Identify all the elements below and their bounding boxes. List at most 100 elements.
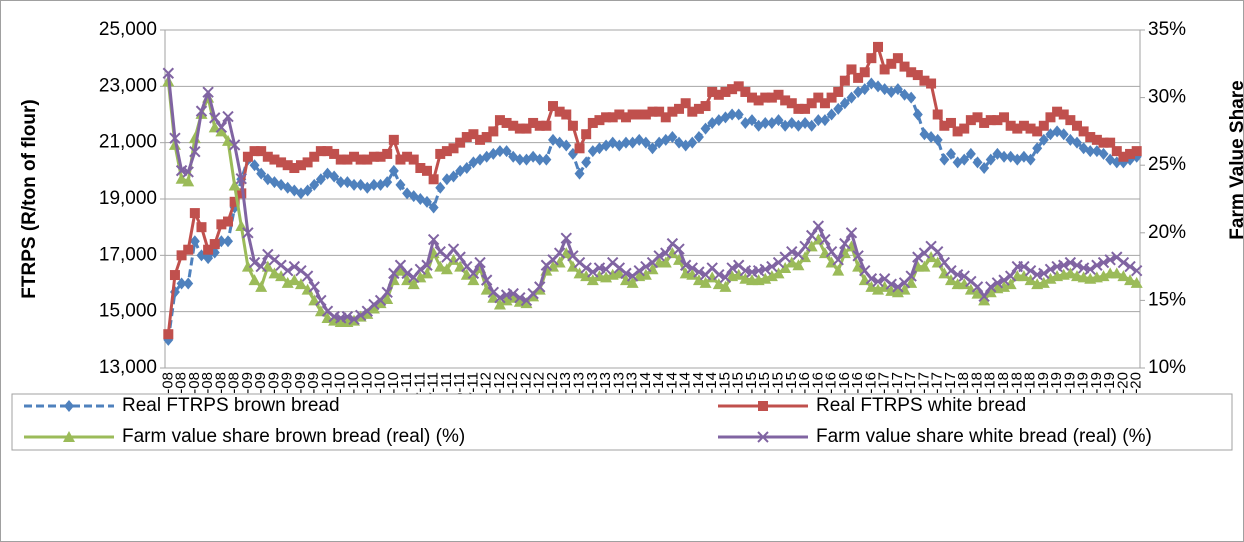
marker xyxy=(308,281,320,293)
marker xyxy=(620,112,631,123)
marker xyxy=(394,259,407,271)
marker xyxy=(1078,126,1089,137)
marker xyxy=(1038,120,1049,131)
marker xyxy=(999,112,1010,123)
marker xyxy=(228,179,241,191)
marker xyxy=(971,287,984,299)
marker xyxy=(421,195,432,208)
marker xyxy=(833,102,844,115)
marker xyxy=(972,156,983,169)
marker xyxy=(852,260,865,272)
marker xyxy=(216,219,227,230)
marker xyxy=(368,298,380,311)
marker xyxy=(759,263,771,276)
marker xyxy=(1130,264,1143,277)
marker xyxy=(866,53,877,64)
marker xyxy=(879,64,890,75)
marker xyxy=(474,256,486,269)
marker xyxy=(654,106,665,117)
marker xyxy=(281,264,294,277)
marker xyxy=(361,307,374,319)
marker xyxy=(773,89,784,100)
marker xyxy=(282,160,293,171)
marker xyxy=(1084,263,1096,276)
marker xyxy=(959,153,970,166)
marker xyxy=(1124,260,1136,273)
marker xyxy=(175,172,188,184)
marker xyxy=(746,114,757,127)
marker xyxy=(679,259,692,271)
marker xyxy=(633,264,645,277)
marker xyxy=(567,120,578,131)
marker xyxy=(931,246,944,258)
marker xyxy=(839,75,850,86)
y-tick-label: 23,000 xyxy=(99,75,157,96)
marker xyxy=(242,227,254,239)
marker xyxy=(414,263,427,276)
marker xyxy=(1018,260,1030,273)
marker xyxy=(574,143,585,154)
marker xyxy=(1017,270,1030,282)
marker xyxy=(932,109,943,120)
marker xyxy=(521,123,532,134)
marker xyxy=(222,110,234,123)
marker xyxy=(64,400,74,412)
marker xyxy=(1105,137,1116,148)
marker xyxy=(388,164,399,177)
marker xyxy=(786,246,798,258)
legend-item: Farm value share brown bread (real) (%) xyxy=(24,426,465,447)
marker xyxy=(182,166,194,178)
marker xyxy=(912,70,923,81)
marker xyxy=(441,251,453,263)
marker xyxy=(1038,267,1050,280)
marker xyxy=(329,148,340,159)
y2-tick-label: 15% xyxy=(1148,289,1186,310)
marker xyxy=(520,297,533,309)
marker xyxy=(494,291,506,304)
marker xyxy=(998,274,1010,286)
marker xyxy=(945,147,956,160)
marker xyxy=(408,271,420,284)
marker xyxy=(302,157,313,168)
marker xyxy=(554,106,565,117)
marker xyxy=(475,134,486,145)
marker xyxy=(420,267,433,279)
marker xyxy=(865,273,878,285)
marker xyxy=(614,109,625,120)
marker xyxy=(1025,123,1036,134)
marker xyxy=(382,148,393,159)
marker xyxy=(832,254,844,266)
marker xyxy=(892,83,903,96)
marker xyxy=(806,119,817,132)
marker xyxy=(415,163,426,174)
marker xyxy=(700,122,711,135)
marker xyxy=(620,267,632,280)
marker xyxy=(1024,274,1037,286)
marker xyxy=(428,201,439,214)
marker xyxy=(1012,123,1023,134)
marker xyxy=(720,86,731,97)
marker xyxy=(494,115,505,126)
marker xyxy=(215,125,228,137)
marker xyxy=(507,287,519,300)
marker xyxy=(859,264,871,277)
marker xyxy=(786,98,797,109)
marker xyxy=(693,103,704,114)
marker xyxy=(354,309,367,321)
marker xyxy=(972,112,983,123)
marker xyxy=(388,134,399,145)
marker xyxy=(619,274,632,286)
marker xyxy=(674,103,685,114)
marker xyxy=(773,114,784,127)
marker xyxy=(349,151,360,162)
marker xyxy=(368,178,379,191)
marker xyxy=(640,109,651,120)
marker xyxy=(753,95,764,106)
marker xyxy=(235,173,247,185)
marker xyxy=(687,106,698,117)
marker xyxy=(375,151,386,162)
marker xyxy=(793,103,804,114)
marker xyxy=(223,216,234,227)
marker xyxy=(912,251,924,263)
marker xyxy=(454,251,466,263)
